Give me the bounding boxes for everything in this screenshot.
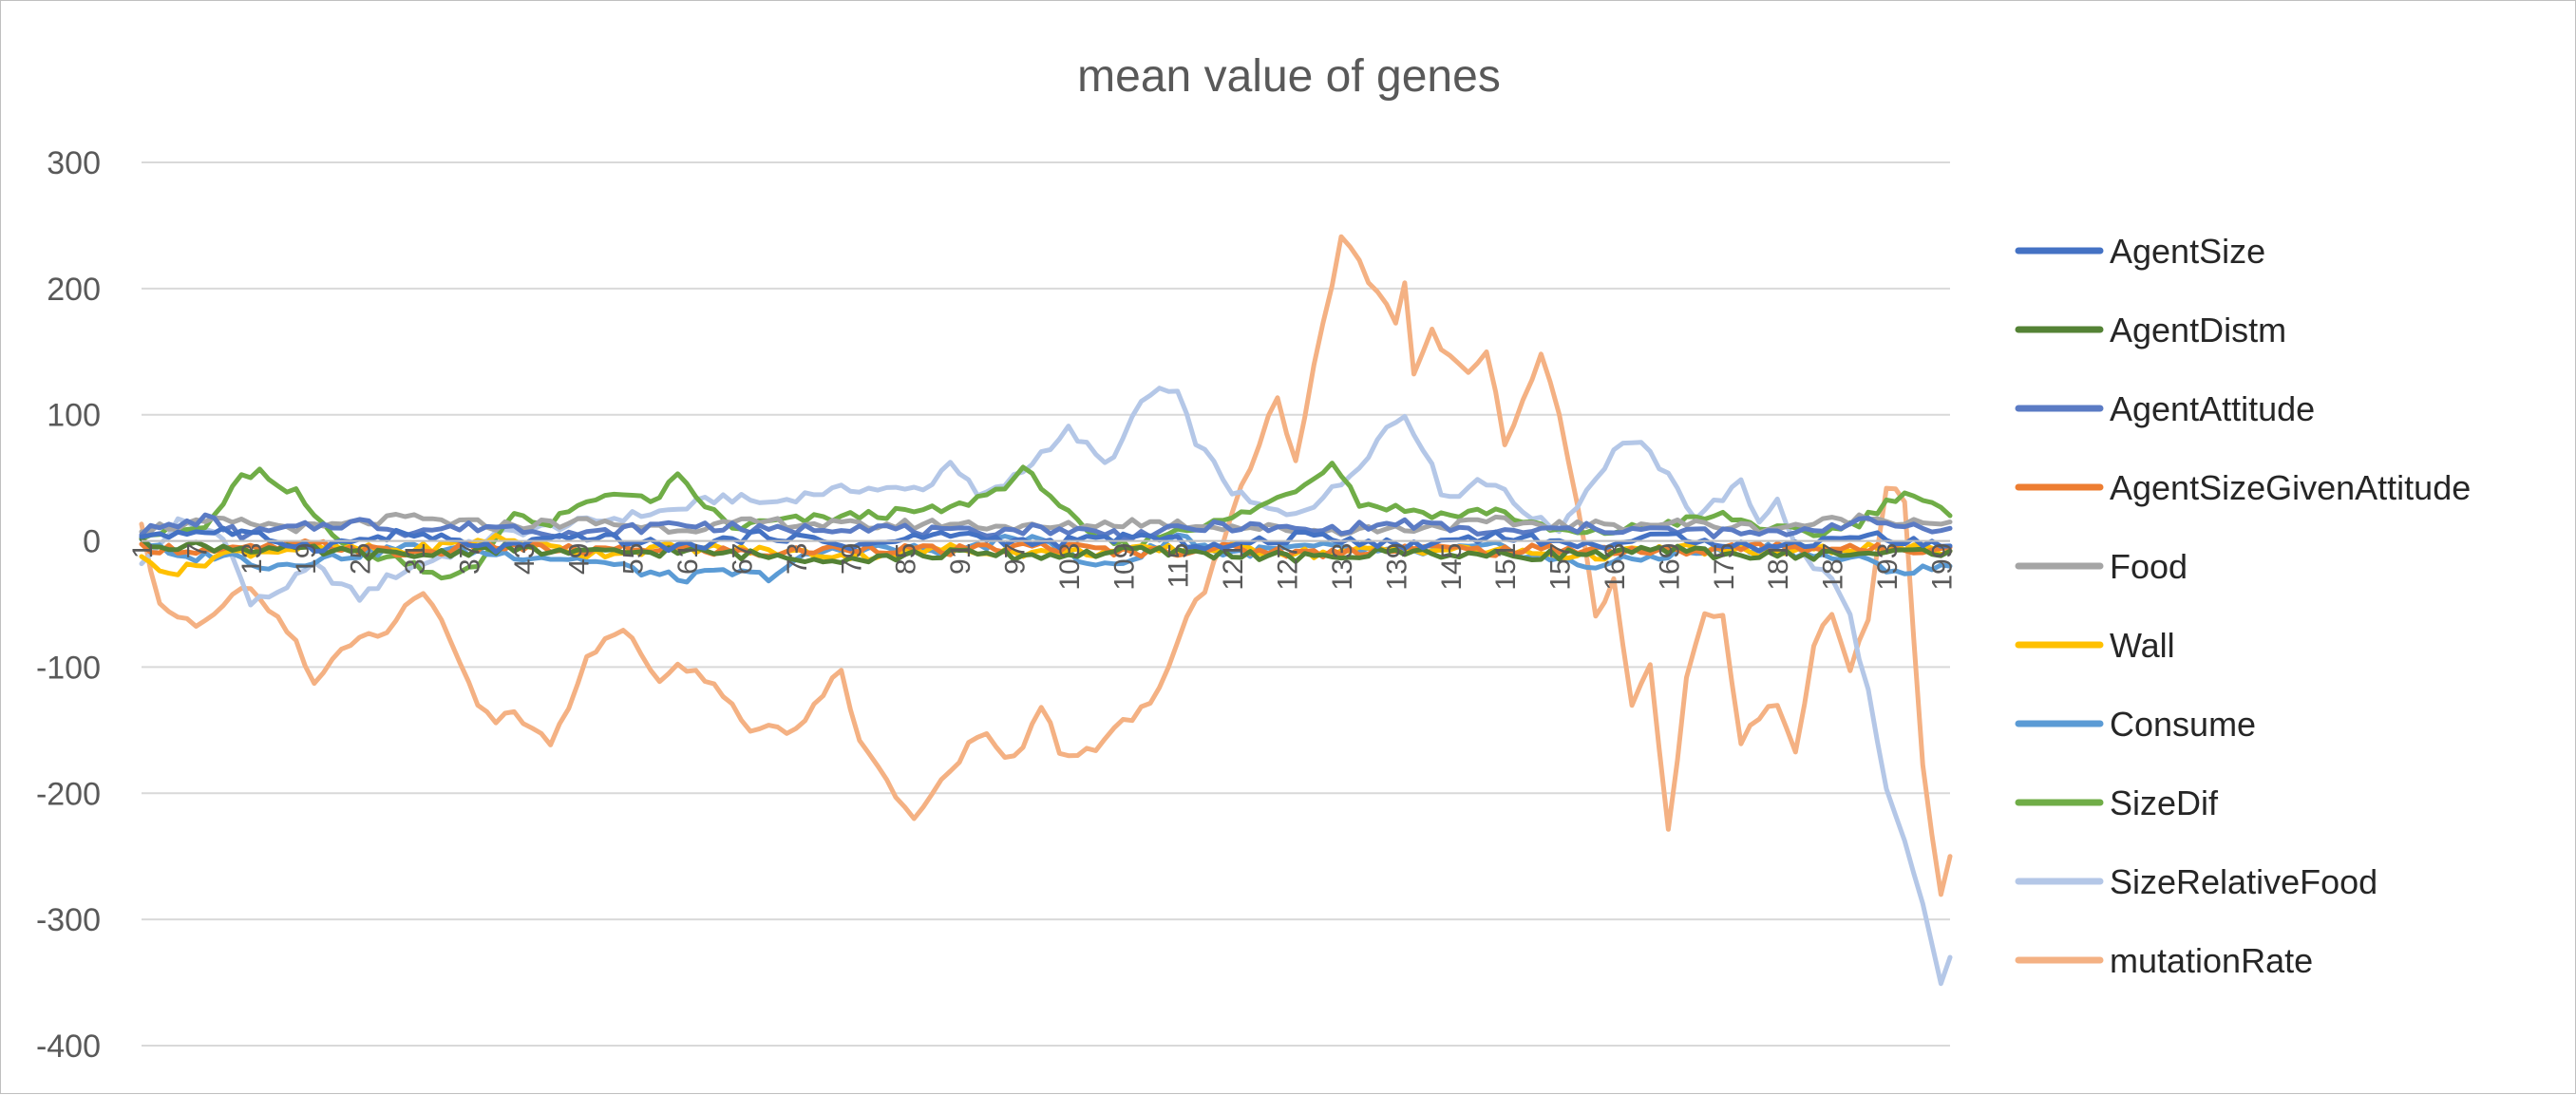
- legend-label: Food: [2110, 547, 2188, 586]
- y-tick-label: -200: [36, 776, 101, 812]
- legend-label: AgentDistm: [2110, 311, 2286, 349]
- x-axis: 1 7 13 19 25 31 37 43 49 55 61 67 73 79 85 91 97 103 109 11…: [127, 539, 1958, 591]
- legend-label: Consume: [2110, 705, 2256, 744]
- y-tick-label: 100: [47, 398, 101, 434]
- x-tick-label: 49: [563, 543, 595, 575]
- legend-label: mutationRate: [2110, 941, 2313, 980]
- x-tick-label: 79: [836, 543, 867, 575]
- x-tick-label: 31: [400, 543, 431, 575]
- x-tick-label: 19: [291, 543, 322, 575]
- x-tick-label: 187: [1818, 543, 1849, 591]
- x-tick-label: 103: [1054, 543, 1086, 591]
- x-tick-label: 151: [1490, 543, 1522, 591]
- x-tick-label: 37: [454, 543, 485, 575]
- series-lines: [139, 234, 1953, 987]
- x-tick-label: 115: [1164, 543, 1195, 589]
- x-tick-label: 193: [1872, 543, 1904, 591]
- x-tick-label: 7: [181, 543, 213, 559]
- x-tick-label: 91: [945, 543, 976, 575]
- legend-item: SizeRelativeFood: [2015, 862, 2377, 901]
- legend-label: SizeDif: [2110, 783, 2219, 822]
- x-tick-label: 121: [1218, 543, 1249, 591]
- x-tick-label: 1: [127, 543, 159, 559]
- x-tick-label: 145: [1436, 543, 1468, 591]
- x-tick-label: 55: [618, 543, 650, 575]
- legend-label: AgentSizeGivenAttitude: [2110, 468, 2471, 507]
- legend-label: AgentAttitude: [2110, 389, 2315, 428]
- x-tick-label: 109: [1108, 543, 1140, 591]
- legend-item: SizeDif: [2015, 783, 2219, 822]
- x-tick-label: 133: [1327, 543, 1358, 591]
- x-tick-label: 97: [1000, 543, 1032, 575]
- x-tick-label: 73: [782, 543, 813, 575]
- x-tick-label: 61: [672, 543, 704, 575]
- y-axis-ticks: 300 200 100 0 -100 -200 -300 -400: [36, 145, 101, 1065]
- y-tick-label: 0: [83, 524, 101, 560]
- gridlines: [142, 161, 1950, 1047]
- x-tick-label: 85: [891, 543, 922, 575]
- x-tick-label: 13: [237, 543, 268, 575]
- y-tick-label: 300: [47, 145, 101, 181]
- legend-item: Consume: [2015, 705, 2256, 744]
- x-tick-label: 43: [509, 543, 540, 575]
- y-tick-label: -100: [36, 650, 101, 686]
- legend-label: AgentSize: [2110, 232, 2265, 271]
- y-tick-label: -300: [36, 902, 101, 938]
- x-tick-label: 67: [728, 543, 759, 575]
- series-line-AgentDistm: [139, 536, 1953, 565]
- legend: AgentSize AgentDistm AgentAttitude AgentSiz…: [2015, 232, 2471, 980]
- legend-item: AgentAttitude: [2015, 389, 2315, 428]
- x-tick-label: 175: [1709, 543, 1740, 591]
- x-tick-label: 181: [1763, 543, 1794, 591]
- legend-label: Wall: [2110, 626, 2175, 665]
- legend-label: SizeRelativeFood: [2110, 862, 2377, 901]
- series-line-mutationRate: [139, 234, 1953, 897]
- x-tick-label: 139: [1381, 543, 1412, 591]
- x-tick-label: 25: [346, 543, 377, 575]
- y-tick-label: -400: [36, 1029, 101, 1065]
- x-tick-label: 199: [1926, 543, 1958, 591]
- x-tick-label: 127: [1273, 543, 1304, 591]
- legend-item: Wall: [2015, 626, 2175, 665]
- chart-title: mean value of genes: [1077, 51, 1501, 102]
- legend-item: AgentSizeGivenAttitude: [2015, 468, 2471, 507]
- x-tick-label: 157: [1545, 543, 1577, 591]
- series-line-AgentAttitude: [139, 512, 1953, 541]
- series-line-SizeRelativeFood: [139, 386, 1953, 987]
- legend-item: AgentDistm: [2015, 311, 2286, 349]
- y-tick-label: 200: [47, 272, 101, 308]
- x-tick-label: 163: [1600, 543, 1631, 591]
- legend-item: mutationRate: [2015, 941, 2313, 980]
- x-tick-label: 169: [1654, 543, 1685, 591]
- legend-item: AgentSize: [2015, 232, 2265, 271]
- legend-item: Food: [2015, 547, 2188, 586]
